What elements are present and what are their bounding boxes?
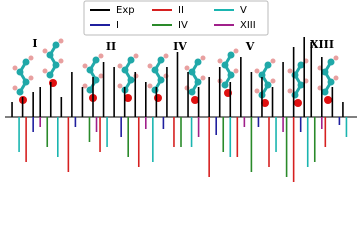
conformer-label: I — [32, 37, 37, 50]
legend-label: V — [240, 5, 247, 16]
conformer-label: V — [245, 40, 255, 53]
legend-label: XIII — [240, 20, 256, 31]
legend-label: Exp — [116, 5, 135, 16]
legend-label: II — [178, 5, 184, 16]
legend-label: IV — [178, 20, 188, 31]
conformer-label: XIII — [310, 38, 334, 51]
legend-label: I — [116, 20, 119, 31]
conformer-label: II — [106, 40, 116, 53]
conformer-label: IV — [173, 40, 187, 53]
